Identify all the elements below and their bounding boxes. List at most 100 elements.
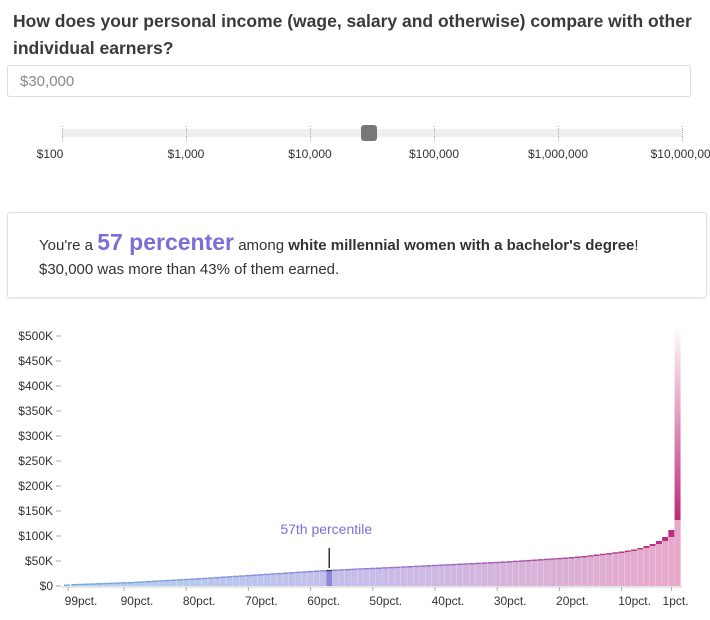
y-tick-label: $500K	[18, 329, 53, 343]
bar	[133, 583, 140, 586]
bar-cap	[332, 569, 339, 571]
bar	[556, 559, 563, 586]
bar-cap	[282, 572, 289, 574]
y-tick-label: $100K	[18, 529, 53, 543]
y-tick-label: $450K	[18, 354, 53, 368]
bar-cap	[96, 583, 103, 585]
bar-cap	[382, 567, 389, 569]
bar-cap	[344, 568, 351, 571]
slider-tick	[186, 126, 187, 141]
bar-cap	[307, 570, 314, 573]
bar	[674, 520, 681, 586]
bar	[338, 570, 345, 586]
bar	[649, 546, 656, 586]
bar-cap	[270, 573, 277, 575]
y-tick-label: $50K	[25, 554, 53, 568]
result-card: You're a 57 percenter among white millen…	[7, 212, 707, 298]
bar-cap	[655, 541, 662, 544]
bar	[376, 569, 382, 586]
bar-cap	[537, 559, 544, 561]
bar-cap	[512, 560, 519, 563]
bar-cap	[251, 574, 258, 576]
bar	[195, 579, 202, 586]
bar	[438, 566, 445, 586]
bar-cap	[89, 583, 96, 585]
bar	[643, 548, 650, 586]
bar-cap	[550, 558, 557, 560]
bar	[288, 573, 295, 586]
bar	[226, 577, 233, 586]
bar	[463, 564, 470, 586]
bar	[77, 585, 84, 586]
bar-cap	[369, 567, 376, 570]
bar	[568, 558, 575, 586]
bar	[537, 560, 544, 586]
bar	[525, 561, 532, 586]
highlight-label: 57th percentile	[280, 521, 372, 537]
bar-cap	[239, 575, 246, 577]
y-tick-label: $400K	[18, 379, 53, 393]
bar-cap	[127, 582, 134, 584]
bar	[506, 562, 513, 586]
x-tick-label: 60pct.	[307, 594, 340, 608]
bar	[562, 559, 569, 586]
slider-tick	[310, 126, 311, 141]
slider-label: $100,000	[408, 147, 460, 161]
bar-cap	[245, 574, 252, 577]
bar-cap	[357, 568, 364, 570]
bar-cap	[102, 582, 109, 585]
bar	[89, 584, 96, 586]
bar	[307, 572, 314, 586]
bar-cap	[500, 561, 507, 563]
bar-cap	[264, 573, 271, 576]
income-input[interactable]	[7, 65, 691, 97]
bar	[543, 560, 550, 586]
bar-cap	[543, 558, 550, 561]
result-among: among	[238, 237, 285, 254]
bar	[357, 569, 364, 586]
bar-cap	[450, 563, 457, 566]
bar-cap	[208, 577, 215, 579]
bar-cap	[469, 563, 476, 565]
bar	[612, 553, 619, 586]
x-tick-label: 30pct.	[494, 594, 527, 608]
bar-cap	[120, 582, 127, 584]
x-tick-label: 90pct.	[121, 594, 154, 608]
bar-cap	[662, 537, 669, 541]
bar	[519, 561, 526, 586]
bar-cap	[419, 565, 426, 567]
bar	[394, 568, 401, 586]
bar-cap	[83, 583, 90, 586]
bar-cap	[320, 570, 327, 572]
bar	[96, 584, 103, 586]
bar-cap	[575, 556, 582, 558]
bar-cap	[593, 554, 600, 556]
bar	[668, 537, 675, 586]
bar-cap	[183, 578, 190, 581]
bar	[363, 569, 370, 586]
slider-thumb[interactable]	[361, 125, 378, 141]
bar	[264, 575, 271, 586]
bar-cap	[152, 580, 159, 583]
bar	[587, 556, 594, 586]
bar	[332, 571, 339, 586]
bar	[220, 578, 227, 586]
bar-cap	[164, 579, 171, 582]
bar	[494, 563, 501, 586]
bar-cap	[376, 567, 382, 569]
bar-cap	[568, 557, 575, 559]
bar-cap	[189, 578, 196, 580]
bar	[500, 563, 507, 586]
bar-cap	[649, 544, 656, 546]
bar-cap	[599, 553, 606, 556]
slider-tick	[682, 126, 683, 141]
bar	[599, 555, 606, 586]
bar-cap	[674, 325, 681, 520]
bar-cap	[487, 562, 494, 564]
bar-cap	[195, 578, 202, 580]
bar-cap	[226, 576, 233, 578]
slider-tick	[558, 126, 559, 141]
bar	[382, 568, 389, 586]
bar	[158, 581, 165, 586]
y-tick-label: $0	[40, 579, 54, 593]
